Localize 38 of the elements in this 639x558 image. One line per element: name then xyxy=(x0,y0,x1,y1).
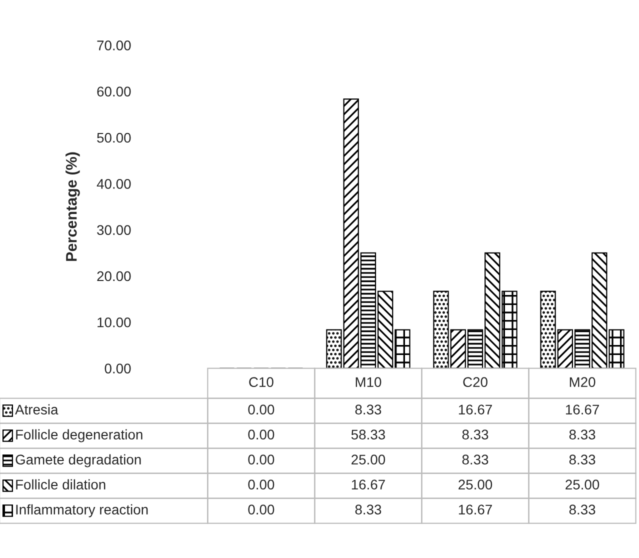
x-tick-label: M10 xyxy=(356,377,382,388)
legend-label: Atresia xyxy=(15,404,58,415)
data-label: 0.00 xyxy=(248,404,274,415)
legend-label: Gamete degradation xyxy=(16,454,141,468)
legend-label: Follicle dilation xyxy=(16,479,106,490)
y-tick-label: 20.00 xyxy=(97,271,131,282)
y-axis-title: Percentage (%) xyxy=(66,152,80,261)
data-label: 8.33 xyxy=(569,504,596,515)
data-label: 58.33 xyxy=(351,430,385,440)
legend-label: Inflammatory reaction xyxy=(16,504,148,518)
data-label: 16.67 xyxy=(566,404,599,415)
data-label: 8.33 xyxy=(569,430,596,440)
y-tick-label: 0.00 xyxy=(104,364,131,374)
x-tick-label: C10 xyxy=(249,377,274,388)
y-tick-label: 60.00 xyxy=(97,86,131,97)
data-label: 25.00 xyxy=(352,454,386,465)
x-tick-label: C20 xyxy=(463,377,488,388)
data-label: 0.00 xyxy=(248,454,274,465)
legend-label: Follicle degeneration xyxy=(16,429,142,442)
y-tick-label: 40.00 xyxy=(96,178,131,189)
data-label: 0.00 xyxy=(248,504,274,515)
data-label: 8.33 xyxy=(462,454,488,465)
data-label: 8.33 xyxy=(355,404,382,415)
data-label: 0.00 xyxy=(248,430,274,440)
data-label: 16.67 xyxy=(458,404,492,415)
data-label: 8.33 xyxy=(355,504,382,515)
data-label: 25.00 xyxy=(566,480,600,490)
data-label: 16.67 xyxy=(352,480,385,490)
y-tick-label: 30.00 xyxy=(97,225,131,235)
y-tick-label: 50.00 xyxy=(97,132,131,143)
data-label: 0.00 xyxy=(248,480,274,490)
y-tick-label: 70.00 xyxy=(97,40,131,50)
data-label: 25.00 xyxy=(458,480,492,490)
y-tick-label: 10.00 xyxy=(98,317,131,328)
data-label: 16.67 xyxy=(458,504,492,515)
x-tick-label: M20 xyxy=(570,377,596,388)
data-label: 8.33 xyxy=(569,454,596,465)
data-label: 8.33 xyxy=(462,430,488,440)
